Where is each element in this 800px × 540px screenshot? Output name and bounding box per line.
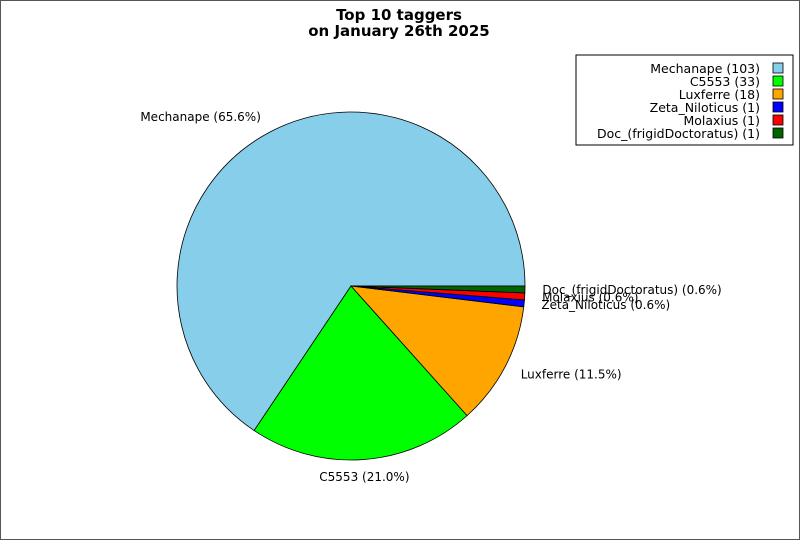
legend-swatch-mechanape [772,62,784,74]
legend-label-luxferre: Luxferre (18) [679,87,760,102]
pie-slices [176,111,526,461]
slice-label-luxferre: Luxferre (11.5%) [521,367,622,381]
legend-label-zeta-niloticus: Zeta_Niloticus (1) [650,100,760,115]
pie-slice-labels: Mechanape (65.6%) C5553 (21.0%) Luxferre (… [140,110,721,484]
legend-swatch-zeta-niloticus [772,101,784,113]
chart-title-line-1: Top 10 taggers [336,6,462,24]
pie-slice-luxferre [349,285,525,417]
pie-slice-c5553 [253,285,468,461]
legend-label-doc-frigiddoctoratus: Doc_(frigidDoctoratus) (1) [597,126,760,141]
legend-label-mechanape: Mechanape (103) [650,61,760,76]
legend-swatch-molaxius [772,114,784,126]
slice-label-c5553: C5553 (21.0%) [319,470,409,484]
pie-slice-mechanape [176,111,526,432]
legend-label-c5553: C5553 (33) [690,74,760,89]
legend-label-molaxius: Molaxius (1) [683,113,760,128]
chart-title-line-2: on January 26th 2025 [308,22,489,40]
slice-label-molaxius: Molaxius (0.6%) [542,291,638,305]
legend-swatch-doc-frigiddoctoratus [772,127,784,139]
legend-box [575,54,794,146]
legend-swatch-luxferre [772,88,784,100]
legend: Mechanape (103)C5553 (33)Luxferre (18)Ze… [575,54,794,146]
slice-label-doc-frigiddoctoratus: Doc_(frigidDoctoratus) (0.6%) [542,283,721,297]
legend-swatch-c5553 [772,75,784,87]
slice-label-zeta-niloticus: Zeta_Niloticus (0.6%) [541,298,670,312]
pie-slice-doc-frigiddoctoratus [350,285,526,294]
slice-label-mechanape: Mechanape (65.6%) [140,110,261,124]
